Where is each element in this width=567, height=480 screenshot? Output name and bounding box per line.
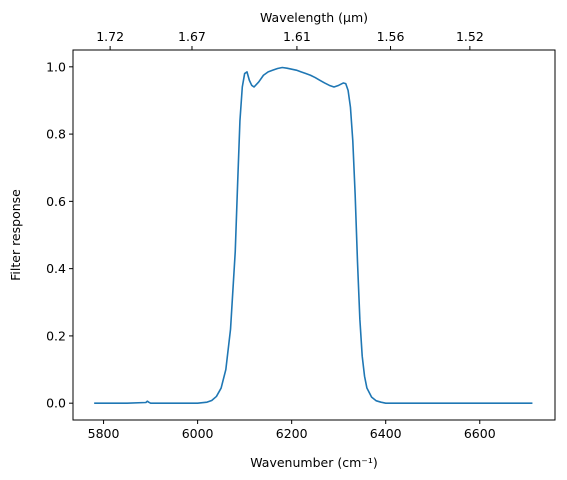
x-tick-label: 6000	[182, 426, 214, 441]
top-tick-label: 1.52	[456, 29, 484, 44]
plot-area-frame	[72, 49, 556, 421]
y-axis-ticks: 0.0 0.2 0.4 0.6 0.8 1.0	[46, 59, 73, 411]
top-axis-label: Wavelength (μm)	[260, 10, 368, 25]
y-tick-label: 0.6	[46, 194, 66, 209]
top-tick-label: 1.56	[377, 29, 405, 44]
y-axis-label: Filter response	[8, 189, 23, 281]
y-tick-label: 1.0	[46, 59, 66, 74]
x-tick-label: 6400	[370, 426, 402, 441]
y-tick-label: 0.0	[46, 396, 66, 411]
y-tick-label: 0.4	[46, 261, 66, 276]
y-tick-label: 0.8	[46, 127, 66, 142]
x-axis-label: Wavenumber (cm⁻¹)	[250, 455, 377, 470]
top-tick-label: 1.67	[178, 29, 206, 44]
top-tick-label: 1.61	[283, 29, 311, 44]
series-group	[94, 66, 533, 404]
x-tick-label: 6600	[464, 426, 496, 441]
top-axis-ticks: 1.72 1.67 1.61 1.56 1.52	[96, 29, 484, 50]
y-tick-label: 0.2	[46, 328, 66, 343]
x-axis-ticks: 5800 6000 6200 6400 6600	[88, 420, 496, 441]
top-tick-label: 1.72	[96, 29, 124, 44]
x-tick-label: 5800	[88, 426, 120, 441]
x-tick-label: 6200	[276, 426, 308, 441]
filter-response-line	[94, 66, 533, 404]
plot-frame	[72, 49, 556, 421]
